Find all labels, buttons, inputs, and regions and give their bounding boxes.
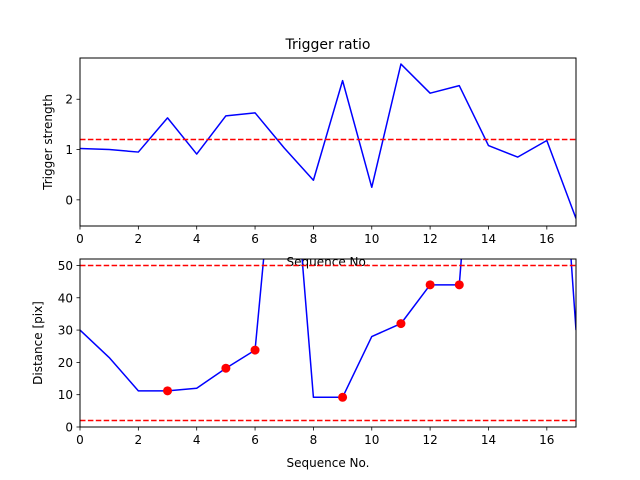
bottom-x-tick-label: 2 xyxy=(135,433,143,447)
top-x-tick-label: 14 xyxy=(481,232,496,246)
bottom-x-tick-label: 10 xyxy=(364,433,379,447)
top-x-tick-label: 10 xyxy=(364,232,379,246)
bottom-marker-point xyxy=(396,319,406,329)
top-data-layer xyxy=(80,63,576,219)
top-x-tick-label: 6 xyxy=(251,232,259,246)
top-axes-frame xyxy=(79,57,577,227)
bottom-marker-point xyxy=(454,280,464,290)
bottom-marker-point xyxy=(338,392,348,402)
top-y-tick-label: 1 xyxy=(65,143,73,157)
bottom-y-tick-label: 40 xyxy=(58,291,73,305)
top-y-tick-label: 0 xyxy=(65,193,73,207)
bottom-x-tick-label: 16 xyxy=(539,433,554,447)
top-y-axis-label: Trigger strength xyxy=(41,94,55,191)
bottom-x-tick-label: 6 xyxy=(251,433,259,447)
top-x-tick-label: 8 xyxy=(310,232,318,246)
bottom-x-tick-label: 8 xyxy=(310,433,318,447)
bottom-x-tick-label: 14 xyxy=(481,433,496,447)
bottom-axes-frame xyxy=(79,258,577,428)
top-x-tick-label: 4 xyxy=(193,232,201,246)
bottom-y-tick-label: 0 xyxy=(65,421,73,435)
top-x-axis-label: Sequence No. xyxy=(287,255,370,269)
top-x-tick-label: 12 xyxy=(422,232,437,246)
bottom-y-axis-label: Distance [pix] xyxy=(31,301,45,385)
bottom-marker-point xyxy=(163,386,173,396)
bottom-marker-point xyxy=(425,280,435,290)
bottom-y-tick-label: 20 xyxy=(58,356,73,370)
top-chart-title: Trigger ratio xyxy=(284,37,370,53)
bottom-marker-point xyxy=(221,363,231,373)
bottom-y-tick-label: 10 xyxy=(58,388,73,402)
bottom-x-tick-label: 4 xyxy=(193,433,201,447)
top-x-tick-label: 2 xyxy=(135,232,143,246)
bottom-x-tick-label: 0 xyxy=(76,433,84,447)
bottom-y-tick-label: 50 xyxy=(58,259,73,273)
bottom-marker-point xyxy=(250,345,260,355)
top-series-line xyxy=(80,63,576,219)
top-x-tick-label: 0 xyxy=(76,232,84,246)
bottom-y-tick-label: 30 xyxy=(58,324,73,338)
bottom-x-tick-label: 12 xyxy=(422,433,437,447)
bottom-data-layer xyxy=(80,259,576,422)
top-y-tick-label: 2 xyxy=(65,93,73,107)
bottom-plot-area: 0 2 4 6 8 10 12 14 16 0 10 20 30 40 50 xyxy=(58,258,577,447)
bottom-x-axis-label: Sequence No. xyxy=(287,456,370,470)
bottom-series-line xyxy=(80,259,576,399)
top-x-tick-label: 16 xyxy=(539,232,554,246)
